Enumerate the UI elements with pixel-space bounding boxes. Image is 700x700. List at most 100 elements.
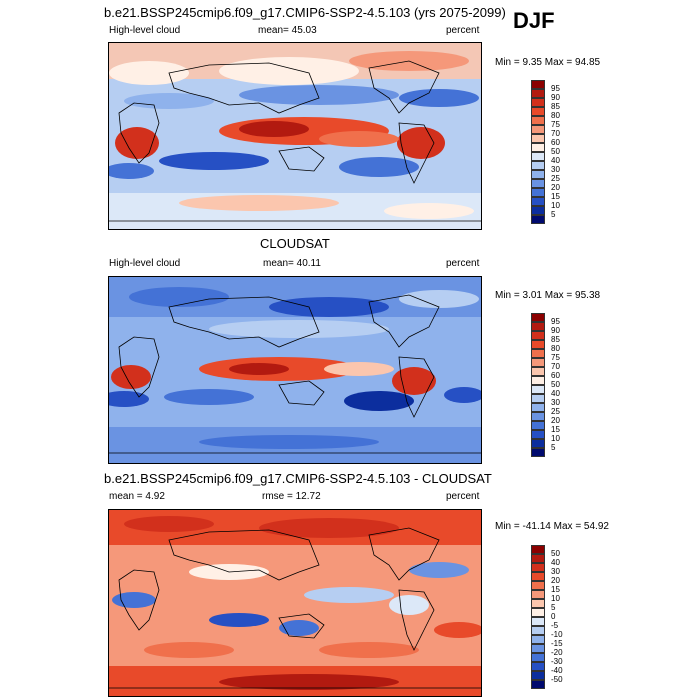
colorbar-swatch [531, 385, 545, 394]
colorbar-tick-label: 5 [551, 210, 556, 219]
panel-1-units: percent [446, 25, 480, 36]
colorbar-swatch [531, 143, 545, 152]
colorbar-swatch [531, 134, 545, 143]
colorbar-tick-label: 10 [551, 594, 560, 603]
colorbar-swatch [531, 635, 545, 644]
colorbar-swatch [531, 349, 545, 358]
colorbar-tick-label: 90 [551, 326, 560, 335]
colorbar-tick-label: 40 [551, 156, 560, 165]
colorbar-swatch [531, 188, 545, 197]
colorbar-tick-label: -20 [551, 648, 563, 657]
colorbar-tick-label: 85 [551, 102, 560, 111]
colorbar-tick-label: 25 [551, 407, 560, 416]
colorbar-tick-label: 80 [551, 344, 560, 353]
colorbar-tick-label: -10 [551, 630, 563, 639]
colorbar-swatch [531, 644, 545, 653]
colorbar-tick-label: 70 [551, 362, 560, 371]
colorbar-swatch [531, 367, 545, 376]
colorbar-swatch [531, 662, 545, 671]
colorbar-tick-label: 15 [551, 192, 560, 201]
colorbar-swatch [531, 545, 545, 554]
colorbar-tick-label: 20 [551, 416, 560, 425]
panel-2-colorbar: 95 90 85 80 75 70 60 50 40 30 25 20 15 10 5 [531, 313, 591, 458]
colorbar-swatch [531, 448, 545, 457]
colorbar-swatch [531, 671, 545, 680]
panel-1-title: b.e21.BSSP245cmip6.f09_g17.CMIP6-SSP2-4.… [104, 5, 506, 20]
colorbar-tick-label: 30 [551, 165, 560, 174]
colorbar-swatch [531, 421, 545, 430]
colorbar-tick-label: 30 [551, 567, 560, 576]
colorbar-tick-label: -40 [551, 666, 563, 675]
colorbar-swatch [531, 680, 545, 689]
colorbar-tick-label: 20 [551, 576, 560, 585]
colorbar-tick-label: -50 [551, 675, 563, 684]
colorbar-tick-label: 40 [551, 558, 560, 567]
colorbar-swatch [531, 170, 545, 179]
colorbar-swatch [531, 197, 545, 206]
panel-1-minmax: Min = 9.35 Max = 94.85 [495, 57, 601, 68]
colorbar-swatch [531, 403, 545, 412]
colorbar-swatch [531, 179, 545, 188]
colorbar-swatch [531, 563, 545, 572]
colorbar-swatch [531, 89, 545, 98]
colorbar-swatch [531, 215, 545, 224]
season-label: DJF [513, 8, 555, 33]
colorbar-tick-label: -15 [551, 639, 563, 648]
colorbar-tick-label: 95 [551, 317, 560, 326]
colorbar-swatch [531, 376, 545, 385]
colorbar-tick-label: 15 [551, 585, 560, 594]
colorbar-swatch [531, 313, 545, 322]
colorbar-swatch [531, 322, 545, 331]
colorbar-tick-label: 50 [551, 549, 560, 558]
colorbar-swatch [531, 554, 545, 563]
panel-2-title: CLOUDSAT [260, 236, 330, 251]
panel-3-minmax: Min = -41.14 Max = 54.92 [495, 521, 609, 532]
colorbar-tick-label: 50 [551, 380, 560, 389]
colorbar-swatch [531, 206, 545, 215]
colorbar-tick-label: 25 [551, 174, 560, 183]
colorbar-swatch [531, 116, 545, 125]
colorbar-swatch [531, 590, 545, 599]
colorbar-swatch [531, 581, 545, 590]
panel-3-colorbar: 50 40 30 20 15 10 5 0 -5 -10 -15 -20 -30 -40 -50 [531, 545, 591, 690]
colorbar-swatch [531, 617, 545, 626]
colorbar-swatch [531, 80, 545, 89]
colorbar-swatch [531, 125, 545, 134]
colorbar-tick-label: 20 [551, 183, 560, 192]
panel-3-map [108, 509, 482, 697]
panel-3-rmse: rmse = 12.72 [262, 491, 321, 502]
panel-3-units: percent [446, 491, 480, 502]
colorbar-swatch [531, 161, 545, 170]
panel-1-colorbar: 95 90 85 80 75 70 60 50 40 30 25 20 15 10 5 [531, 80, 591, 225]
colorbar-tick-label: -5 [551, 621, 559, 630]
colorbar-swatch [531, 439, 545, 448]
colorbar-tick-label: 70 [551, 129, 560, 138]
colorbar-tick-label: 60 [551, 138, 560, 147]
colorbar-swatch [531, 608, 545, 617]
colorbar-tick-label: 85 [551, 335, 560, 344]
panel-2-units: percent [446, 258, 480, 269]
colorbar-tick-label: 10 [551, 201, 560, 210]
colorbar-tick-label: 15 [551, 425, 560, 434]
colorbar-swatch [531, 394, 545, 403]
colorbar-tick-label: 40 [551, 389, 560, 398]
colorbar-swatch [531, 626, 545, 635]
colorbar-tick-label: 0 [551, 612, 556, 621]
panel-3-mean: mean = 4.92 [109, 491, 165, 502]
colorbar-tick-label: 5 [551, 603, 556, 612]
colorbar-tick-label: 5 [551, 443, 556, 452]
colorbar-tick-label: 50 [551, 147, 560, 156]
colorbar-swatch [531, 340, 545, 349]
colorbar-swatch [531, 412, 545, 421]
panel-1-map [108, 42, 482, 230]
colorbar-tick-label: 10 [551, 434, 560, 443]
colorbar-swatch [531, 107, 545, 116]
colorbar-swatch [531, 599, 545, 608]
panel-2-mean: mean= 40.11 [263, 258, 321, 269]
colorbar-tick-label: 75 [551, 120, 560, 129]
colorbar-swatch [531, 653, 545, 662]
colorbar-swatch [531, 98, 545, 107]
colorbar-swatch [531, 331, 545, 340]
colorbar-tick-label: 95 [551, 84, 560, 93]
colorbar-tick-label: 90 [551, 93, 560, 102]
